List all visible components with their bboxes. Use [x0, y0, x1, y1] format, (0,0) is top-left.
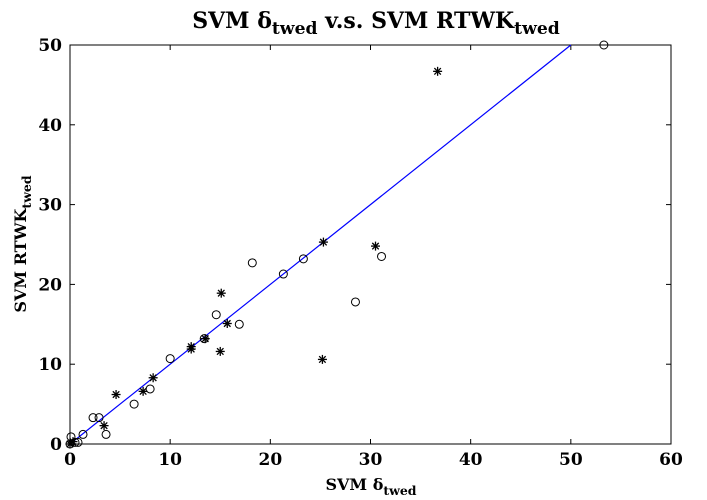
circle-point	[129, 399, 139, 409]
circle-point	[101, 429, 111, 439]
y-tick-label: 50	[38, 36, 62, 56]
star-point	[317, 354, 327, 364]
star-point	[200, 334, 210, 344]
x-tick-label: 10	[158, 450, 182, 470]
star-point	[433, 66, 443, 76]
x-tick-label: 40	[459, 450, 483, 470]
chart-title: SVM δtwed v.s. SVM RTWKtwed	[192, 8, 560, 39]
y-tick-label: 0	[50, 435, 62, 455]
circle-point	[350, 297, 360, 307]
y-tick-label: 30	[38, 196, 62, 216]
star-point	[148, 373, 158, 383]
plot-frame	[69, 44, 672, 445]
y-axis-label: SVM RTWKtwed	[11, 175, 34, 312]
y-tick-label: 10	[38, 355, 62, 375]
star-point	[138, 386, 148, 396]
axis-ticks: 0 10 20 30 40 50 60 0 10 20 30 40 50	[38, 36, 683, 470]
data-points	[65, 40, 609, 449]
star-point	[68, 437, 78, 447]
circle-point	[234, 319, 244, 329]
star-point	[371, 241, 381, 251]
star-point	[111, 390, 121, 400]
circle-point	[94, 413, 104, 423]
circle-point	[88, 413, 98, 423]
star-point	[99, 421, 109, 431]
star-point	[186, 344, 196, 354]
star-point	[222, 319, 232, 329]
x-tick-label: 20	[258, 450, 282, 470]
star-point	[215, 346, 225, 356]
star-point	[216, 288, 226, 298]
circle-point	[78, 429, 88, 439]
circle-point	[599, 40, 609, 50]
x-tick-label: 60	[659, 450, 683, 470]
x-tick-label: 30	[359, 450, 383, 470]
star-point	[318, 237, 328, 247]
circle-point	[298, 254, 308, 264]
x-tick-label: 0	[64, 450, 76, 470]
circle-point	[377, 251, 387, 261]
y-tick-label: 20	[38, 275, 62, 295]
circle-point	[247, 258, 257, 268]
circle-point	[278, 269, 288, 279]
y-tick-label: 40	[38, 116, 62, 136]
circle-point	[165, 354, 175, 364]
x-axis-label: SVM δtwed	[325, 475, 416, 498]
x-tick-label: 50	[559, 450, 583, 470]
circle-point	[211, 310, 221, 320]
